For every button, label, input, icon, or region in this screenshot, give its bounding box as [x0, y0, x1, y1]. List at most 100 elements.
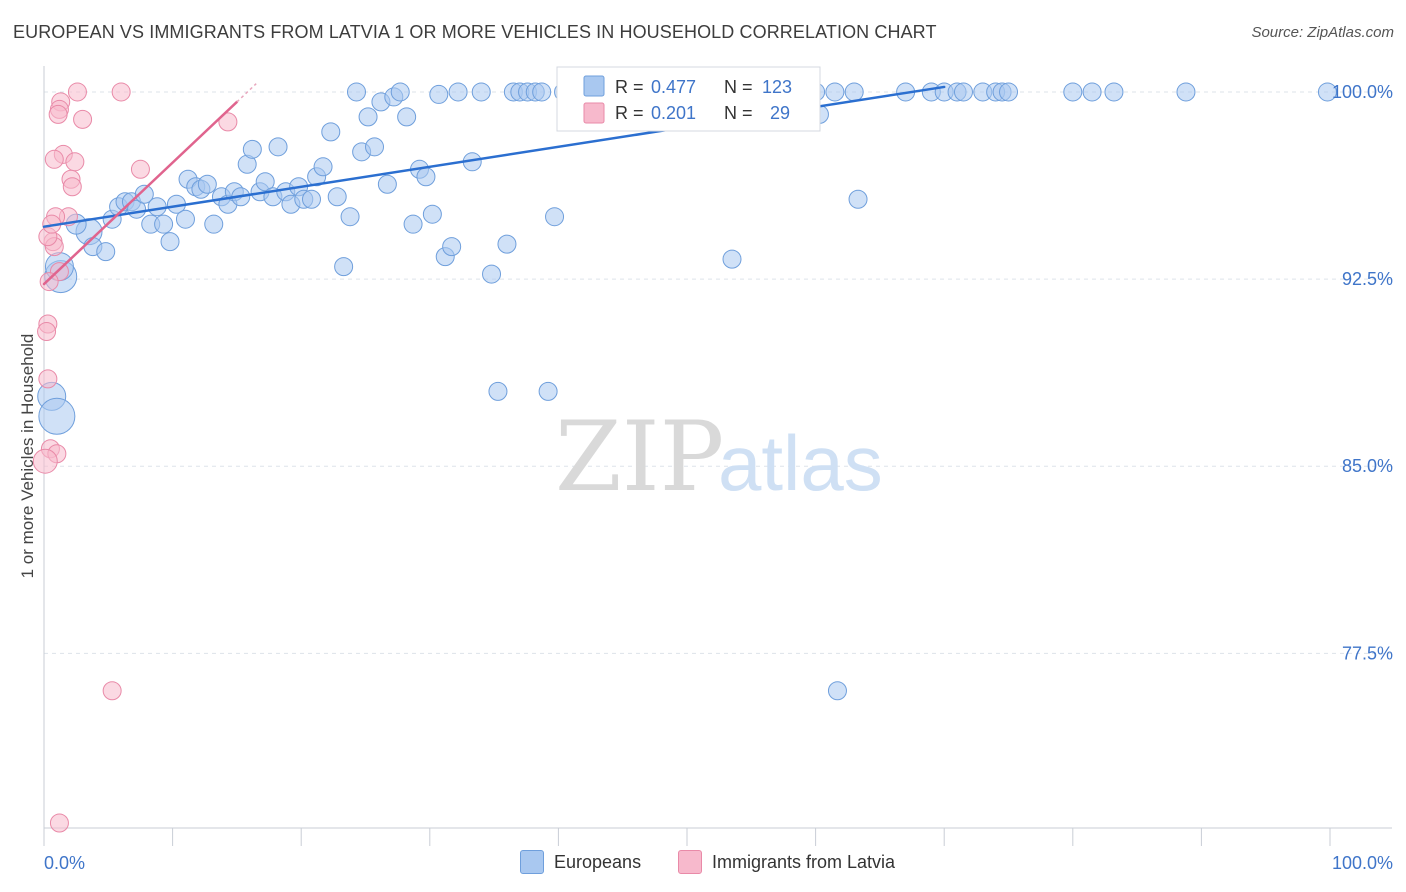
data-point-europeans [416, 167, 436, 187]
data-point-europeans [825, 82, 845, 102]
source-label: Source: ZipAtlas.com [1251, 24, 1394, 41]
data-point-europeans [321, 122, 341, 142]
data-point-europeans [482, 264, 502, 284]
data-point-europeans [497, 234, 517, 254]
data-point-europeans [538, 381, 558, 401]
x-tick-label-min: 0.0% [44, 853, 85, 873]
data-point-europeans [340, 207, 360, 227]
data-point-europeans [377, 174, 397, 194]
data-point-europeans [442, 237, 462, 257]
data-point-europeans [175, 209, 195, 229]
data-point-europeans [313, 157, 333, 177]
data-point-europeans [827, 681, 847, 701]
data-point-latvia [49, 813, 69, 833]
data-point-europeans [197, 174, 217, 194]
data-point-europeans [1317, 82, 1337, 102]
data-point-europeans [346, 82, 366, 102]
data-point-europeans [242, 139, 262, 159]
data-point-europeans [722, 249, 742, 269]
legend-r-value-latvia: 0.201 [651, 103, 696, 123]
data-point-latvia [37, 321, 57, 341]
data-point-europeans [327, 187, 347, 207]
legend-item-europeans[interactable]: Europeans [520, 850, 641, 874]
y-tick-label: 85.0% [1342, 456, 1393, 476]
data-point-europeans [301, 189, 321, 209]
data-point-europeans [390, 82, 410, 102]
data-point-europeans [422, 204, 442, 224]
watermark-atlas: atlas [718, 419, 883, 507]
data-point-latvia [102, 681, 122, 701]
data-point-europeans [365, 137, 385, 157]
data-point-latvia [38, 369, 58, 389]
data-point-europeans [154, 214, 174, 234]
legend-item-latvia[interactable]: Immigrants from Latvia [678, 850, 895, 874]
data-point-europeans [488, 381, 508, 401]
data-point-europeans [1104, 82, 1124, 102]
tick-labels: 100.0% 92.5% 85.0% 77.5% 0.0% 100.0% [44, 82, 1393, 873]
data-point-europeans [429, 84, 449, 104]
bottom-legend: Europeans Immigrants from Latvia [0, 850, 1406, 880]
data-point-europeans [1063, 82, 1083, 102]
data-point-europeans [38, 397, 76, 435]
y-tick-label: 100.0% [1332, 82, 1393, 102]
legend-swatch-icon [678, 850, 702, 874]
data-point-europeans [403, 214, 423, 234]
data-point-europeans [397, 107, 417, 127]
series-latvia-points [32, 82, 238, 833]
data-point-europeans [358, 107, 378, 127]
series-europeans-points [37, 82, 1337, 701]
data-point-europeans [96, 242, 116, 262]
data-point-europeans [848, 189, 868, 209]
y-tick-label: 92.5% [1342, 269, 1393, 289]
data-point-europeans [844, 82, 864, 102]
data-point-europeans [953, 82, 973, 102]
data-point-europeans [255, 172, 275, 192]
data-point-europeans [134, 184, 154, 204]
data-point-europeans [204, 214, 224, 234]
chart-title: EUROPEAN VS IMMIGRANTS FROM LATVIA 1 OR … [13, 22, 937, 42]
legend-r-label-latvia: R = [615, 103, 644, 123]
data-point-europeans [160, 232, 180, 252]
data-point-europeans [1176, 82, 1196, 102]
data-point-latvia [130, 159, 150, 179]
watermark-zip: ZIP [555, 401, 724, 513]
data-point-europeans [1082, 82, 1102, 102]
data-point-europeans [999, 82, 1018, 102]
data-point-latvia [67, 82, 87, 102]
data-point-latvia [111, 82, 131, 102]
data-point-latvia [32, 448, 58, 474]
legend-swatch-latvia [583, 102, 605, 124]
x-tick-label-max: 100.0% [1332, 853, 1393, 873]
legend-n-value-latvia: 29 [770, 103, 790, 123]
data-point-latvia [62, 177, 82, 197]
watermark: ZIP atlas [555, 401, 883, 513]
data-point-europeans [147, 197, 167, 217]
data-point-latvia [44, 149, 64, 169]
data-point-europeans [268, 137, 288, 157]
data-point-europeans [532, 82, 552, 102]
data-point-europeans [471, 82, 491, 102]
y-tick-label: 77.5% [1342, 643, 1393, 663]
data-point-europeans [545, 207, 565, 227]
legend-r-label-europeans: R = [615, 77, 644, 97]
data-point-latvia [65, 152, 85, 172]
data-point-latvia [39, 272, 59, 292]
legend-label-latvia: Immigrants from Latvia [712, 851, 896, 872]
legend-box: R = 0.477 N = 123 R = 0.201 N = 29 [556, 66, 821, 132]
legend-n-label-latvia: N = [724, 103, 753, 123]
data-point-latvia [48, 104, 68, 124]
data-point-latvia [218, 112, 238, 132]
legend-swatch-icon [520, 850, 544, 874]
data-point-europeans [334, 257, 354, 277]
legend-n-value-europeans: 123 [762, 77, 792, 97]
legend-label-europeans: Europeans [554, 851, 642, 872]
legend-n-label-europeans: N = [724, 77, 753, 97]
data-point-europeans [448, 82, 468, 102]
legend-r-value-europeans: 0.477 [651, 77, 696, 97]
trend-line-latvia-extension [236, 83, 257, 103]
trend-line-latvia [42, 100, 239, 286]
data-point-latvia [73, 109, 93, 129]
legend-swatch-europeans [583, 75, 605, 97]
gridlines [44, 91, 1392, 654]
